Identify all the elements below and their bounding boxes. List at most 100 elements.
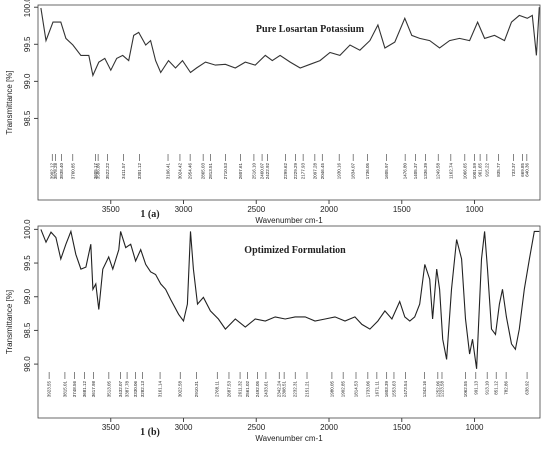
- peak-label: 835.77: [496, 163, 501, 177]
- peak-label: 3923.55: [47, 381, 52, 398]
- peak-label: 1249.58: [436, 163, 441, 180]
- x-tick-label: 1500: [393, 423, 411, 432]
- x-tick-label: 2000: [320, 205, 338, 214]
- peak-label: 782.86: [504, 381, 509, 395]
- peak-label: 3387.78: [125, 381, 130, 398]
- x-tick-label: 2000: [320, 423, 338, 432]
- peak-label: 2607.61: [238, 163, 243, 180]
- peak-label: 2561.02: [245, 381, 250, 398]
- peak-label: 3432.07: [118, 381, 123, 398]
- y-tick-label: 99.0: [23, 73, 32, 89]
- peak-label: 2232.31: [293, 381, 298, 398]
- peak-label: 1553.63: [391, 381, 396, 398]
- peak-label: 1902.85: [341, 381, 346, 398]
- peak-label: 3106.41: [166, 163, 171, 180]
- peak-label: 3838.40: [59, 163, 64, 180]
- chart-title: Optimized Formulation: [244, 245, 346, 256]
- peak-label: 3330.06: [133, 381, 138, 398]
- x-tick-label: 3000: [175, 205, 193, 214]
- peak-label: 3301.12: [137, 163, 142, 180]
- peak-label: 3681.12: [82, 381, 87, 398]
- peak-label: 3902.12: [50, 163, 55, 180]
- peak-label: 1671.11: [374, 381, 379, 397]
- peak-label: 1405.37: [413, 163, 418, 180]
- y-tick-label: 99.0: [23, 288, 32, 304]
- y-tick-label: 98.5: [23, 110, 32, 126]
- peak-label: 913.10: [485, 381, 490, 395]
- peak-label: 1343.16: [422, 381, 427, 398]
- peak-label: 2229.29: [293, 163, 298, 180]
- peak-label: 1223.58: [439, 381, 444, 398]
- y-axis-label: Transmittance [%]: [5, 70, 14, 134]
- peak-label: 1814.53: [354, 381, 359, 398]
- chart-title: Pure Losartan Potassium: [256, 24, 365, 35]
- peak-label: 2433.61: [263, 381, 268, 398]
- peak-label: 2768.11: [215, 381, 220, 397]
- x-axis-label: Wavenumber cm-1: [255, 216, 323, 225]
- peak-label: 1605.97: [384, 163, 389, 180]
- peak-label: 1062.55: [463, 381, 468, 398]
- peak-label: 1336.39: [423, 163, 428, 180]
- y-tick-label: 99.5: [23, 255, 32, 271]
- peak-label: 1001.59: [472, 163, 477, 180]
- peak-label: 1476.80: [403, 163, 408, 180]
- peak-label: 640.36: [524, 163, 529, 177]
- peak-label: 2687.53: [226, 381, 231, 398]
- peak-label: 669.85: [520, 163, 525, 177]
- peak-label: 3024.42: [177, 163, 182, 180]
- x-tick-label: 1000: [466, 423, 484, 432]
- peak-label: 2710.53: [223, 163, 228, 180]
- peak-label: 3282.13: [140, 381, 145, 398]
- peak-label: 1603.39: [384, 381, 389, 398]
- peak-label: 2342.24: [277, 381, 282, 398]
- spectrum-line: [40, 7, 540, 78]
- y-tick-label: 100.0: [23, 219, 32, 240]
- peak-label: 3411.57: [121, 163, 126, 179]
- peak-label: 851.12: [494, 381, 499, 395]
- peak-label: 2046.45: [320, 163, 325, 180]
- peak-label: 2308.51: [282, 381, 287, 398]
- peak-label: 1834.07: [351, 163, 356, 180]
- peak-label: 2954.46: [188, 163, 193, 180]
- peak-label: 2460.07: [260, 163, 265, 180]
- x-tick-label: 1000: [466, 205, 484, 214]
- peak-label: 1473.54: [403, 381, 408, 398]
- peak-label: 2177.93: [301, 163, 306, 180]
- y-tick-label: 99.5: [23, 36, 32, 52]
- y-tick-label: 98.5: [23, 322, 32, 338]
- peak-label: 3522.22: [105, 163, 110, 180]
- y-tick-label: 98.0: [23, 356, 32, 372]
- peak-label: 3878.28: [53, 163, 58, 180]
- peak-label: 1930.16: [337, 163, 342, 180]
- x-tick-label: 3000: [175, 423, 193, 432]
- peak-label: 1252.06: [435, 381, 440, 398]
- y-tick-label: 100.0: [23, 0, 32, 17]
- x-tick-label: 2500: [247, 205, 265, 214]
- peak-label: 3513.05: [106, 381, 111, 398]
- x-tick-label: 1500: [393, 205, 411, 214]
- x-tick-label: 2500: [247, 423, 265, 432]
- peak-label: 1162.74: [448, 163, 453, 179]
- peak-label: 638.92: [525, 381, 530, 395]
- plot-frame: [37, 4, 541, 201]
- x-axis-label: Wavenumber cm-1: [255, 434, 323, 443]
- peak-label: 3605.17: [93, 163, 98, 180]
- peak-label: 3815.01: [62, 381, 67, 398]
- peak-label: 1736.05: [365, 163, 370, 180]
- peak-label: 1733.06: [365, 381, 370, 398]
- plot-frame: [37, 225, 541, 419]
- peak-label: 3617.98: [91, 381, 96, 398]
- panel-label: 1 (b): [140, 427, 160, 438]
- peak-label: 3161.14: [158, 381, 163, 398]
- peak-label: 733.37: [511, 163, 516, 177]
- peak-label: 961.65: [478, 163, 483, 177]
- peak-label: 2299.62: [283, 163, 288, 180]
- peak-label: 2865.03: [201, 163, 206, 180]
- peak-label: 3748.56: [72, 381, 77, 398]
- peak-label: 2516.10: [251, 163, 256, 180]
- peak-label: 3760.85: [70, 163, 75, 180]
- y-axis-label: Transmittance [%]: [5, 290, 14, 354]
- spectrum-line: [40, 229, 540, 369]
- peak-label: 2910.31: [194, 381, 199, 398]
